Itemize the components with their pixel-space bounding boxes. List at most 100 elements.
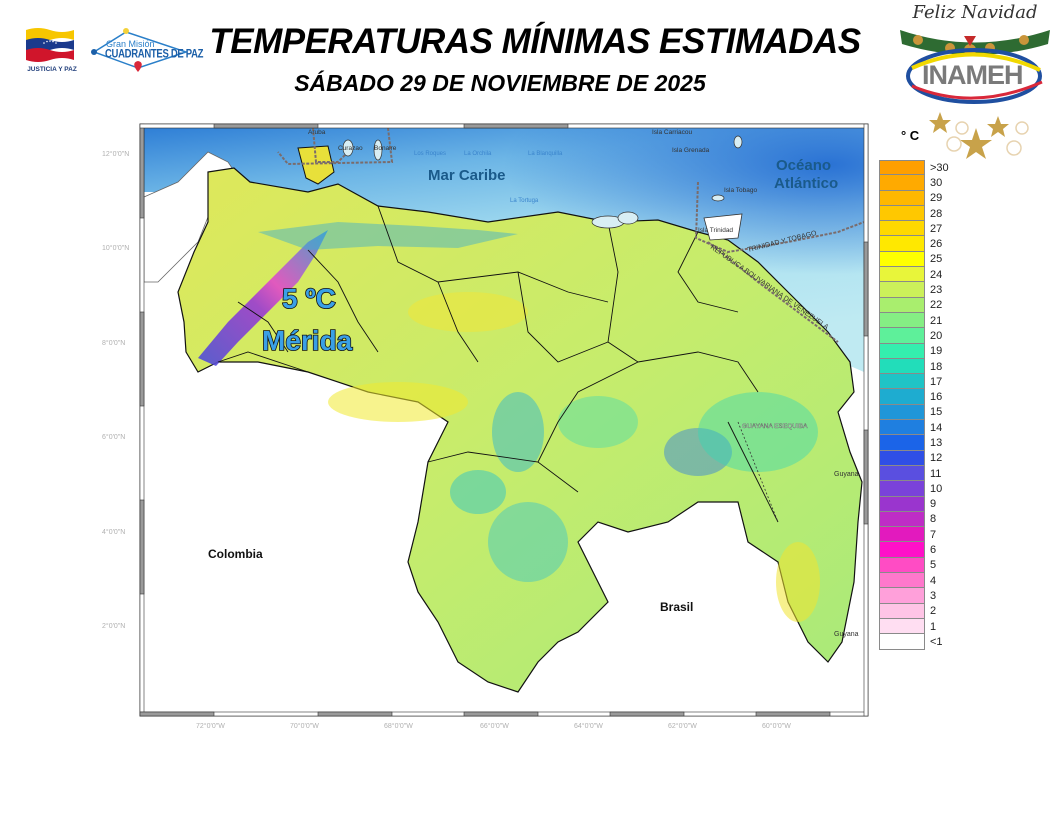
- grenada-label: Isla Grenada: [672, 147, 710, 154]
- legend-entry: 4: [879, 573, 959, 589]
- legend-entry: 29: [879, 190, 959, 206]
- inameh-text: INAMEH: [922, 60, 1024, 90]
- legend-label: 15: [930, 406, 943, 419]
- lat-label-6n: 6°0'0"N: [102, 434, 126, 441]
- legend-label: 29: [930, 192, 943, 205]
- legend-label: 1: [930, 620, 937, 633]
- legend-label: 19: [930, 345, 943, 358]
- lat-label-10n: 10°0'0"N: [102, 245, 130, 252]
- legend-entry: 16: [879, 389, 959, 405]
- legend-entry: 23: [879, 282, 959, 298]
- tobago-label: Isla Tobago: [724, 187, 758, 194]
- lat-label-2n: 2°0'0"N: [102, 623, 126, 630]
- venezuela-flag-icon: [26, 28, 74, 62]
- legend-entry: 20: [879, 328, 959, 344]
- oceano-label: Océano: [776, 157, 831, 174]
- aruba-label: Aruba: [308, 129, 326, 136]
- legend-label: 4: [930, 574, 937, 587]
- legend-label: 27: [930, 222, 943, 235]
- legend-color-swatch: [879, 450, 925, 466]
- lon-label-72w: 72°0'0"W: [196, 723, 225, 730]
- legend-color-swatch: [879, 358, 925, 375]
- legend-color-swatch: [879, 190, 925, 206]
- legend-label: >30: [930, 161, 949, 174]
- legend-entry: 19: [879, 343, 959, 359]
- legend-entry: 15: [879, 404, 959, 421]
- trinidad-label: Isla Trinidad: [698, 227, 733, 234]
- legend-entry: 22: [879, 297, 959, 313]
- legend-color-swatch: [879, 251, 925, 268]
- legend-color-swatch: [879, 297, 925, 313]
- legend-entry: 14: [879, 420, 959, 436]
- la-tortuga-label: La Tortuga: [510, 198, 539, 204]
- legend-label: 16: [930, 391, 943, 404]
- legend-color-swatch: [879, 557, 925, 574]
- legend-label: 7: [930, 528, 937, 541]
- lon-label-68w: 68°0'0"W: [384, 723, 413, 730]
- los-roques-label: Los Roques: [414, 151, 446, 157]
- legend-entry: 24: [879, 267, 959, 283]
- lat-label-8n: 8°0'0"N: [102, 340, 126, 347]
- curazao-label: Curazao: [338, 145, 363, 152]
- carriacou-label: Isla Carriacou: [652, 129, 692, 136]
- legend-entry: 5: [879, 557, 959, 574]
- legend-label: 20: [930, 329, 943, 342]
- feliz-navidad-text: Feliz Navidad: [912, 2, 1038, 23]
- legend-color-swatch: [879, 328, 925, 344]
- legend-label: 13: [930, 436, 943, 449]
- map-title: TEMPERATURAS MÍNIMAS ESTIMADAS: [209, 22, 861, 61]
- legend-label: 28: [930, 207, 943, 220]
- legend-label: 12: [930, 452, 943, 465]
- legend-label: 30: [930, 176, 943, 189]
- legend-label: 21: [930, 314, 943, 327]
- temperature-map: 5 ºC Mérida Mar Caribe Océano Atlántico …: [138, 122, 870, 718]
- legend-label: <1: [930, 635, 943, 648]
- legend-color-swatch: [879, 267, 925, 283]
- christmas-garland-icon: [900, 30, 1050, 159]
- legend-color-swatch: [879, 573, 925, 589]
- legend-color-swatch: [879, 205, 925, 222]
- bonaire-label: Bonaire: [374, 145, 397, 152]
- lat-label-12n: 12°0'0"N: [102, 151, 130, 158]
- legend-entry: 3: [879, 588, 959, 604]
- legend-entry: 18: [879, 358, 959, 375]
- legend-unit: ° C: [901, 128, 920, 143]
- legend-label: 2: [930, 605, 937, 618]
- lon-label-70w: 70°0'0"W: [290, 723, 319, 730]
- justicia-y-paz-logo: JUSTICIA Y PAZ: [20, 26, 80, 78]
- lat-label-4n: 4°0'0"N: [102, 529, 126, 536]
- legend-label: 18: [930, 360, 943, 373]
- legend-entry: 28: [879, 205, 959, 222]
- legend-entry: 7: [879, 527, 959, 543]
- la-orchila-label: La Orchila: [464, 151, 492, 157]
- legend-color-swatch: [879, 481, 925, 497]
- inameh-christmas-logo: Feliz Navidad INAMEH: [890, 0, 1058, 170]
- cuadrantes-de-paz-text: CUADRANTES DE PAZ: [105, 47, 204, 62]
- legend-label: 8: [930, 513, 937, 526]
- legend-color-swatch: [879, 389, 925, 405]
- legend-entry: 17: [879, 374, 959, 390]
- legend-color-swatch: [879, 465, 925, 482]
- legend-color-swatch: [879, 496, 925, 512]
- legend-entry: 30: [879, 175, 959, 191]
- legend-entry: 1: [879, 618, 959, 635]
- legend-color-swatch: [879, 527, 925, 543]
- legend-color-swatch: [879, 511, 925, 528]
- guyana-label-south: Guyana: [834, 631, 859, 638]
- guayana-esequiba-label: GUAYANA ESEQUIBA: [742, 423, 808, 430]
- merida-place-annotation: Mérida: [262, 325, 353, 356]
- legend-color-swatch: [879, 435, 925, 451]
- legend-label: 14: [930, 421, 943, 434]
- gran-mision-text: Gran Misión: [106, 39, 155, 49]
- map-date-subtitle: SÁBADO 29 DE NOVIEMBRE DE 2025: [294, 70, 706, 96]
- legend-entry: 12: [879, 450, 959, 466]
- legend-entry: 9: [879, 496, 959, 512]
- temperature-legend: >30 30 29 28 27 26 25 24 23 22 21 20 19 18 17 16 15 14 13 1…: [879, 160, 959, 650]
- legend-color-swatch: [879, 588, 925, 604]
- legend-label: 25: [930, 253, 943, 266]
- legend-color-swatch: [879, 160, 925, 176]
- legend-entry: 11: [879, 465, 959, 482]
- colombia-label: Colombia: [208, 547, 263, 561]
- legend-color-swatch: [879, 634, 925, 650]
- brasil-label: Brasil: [660, 600, 693, 614]
